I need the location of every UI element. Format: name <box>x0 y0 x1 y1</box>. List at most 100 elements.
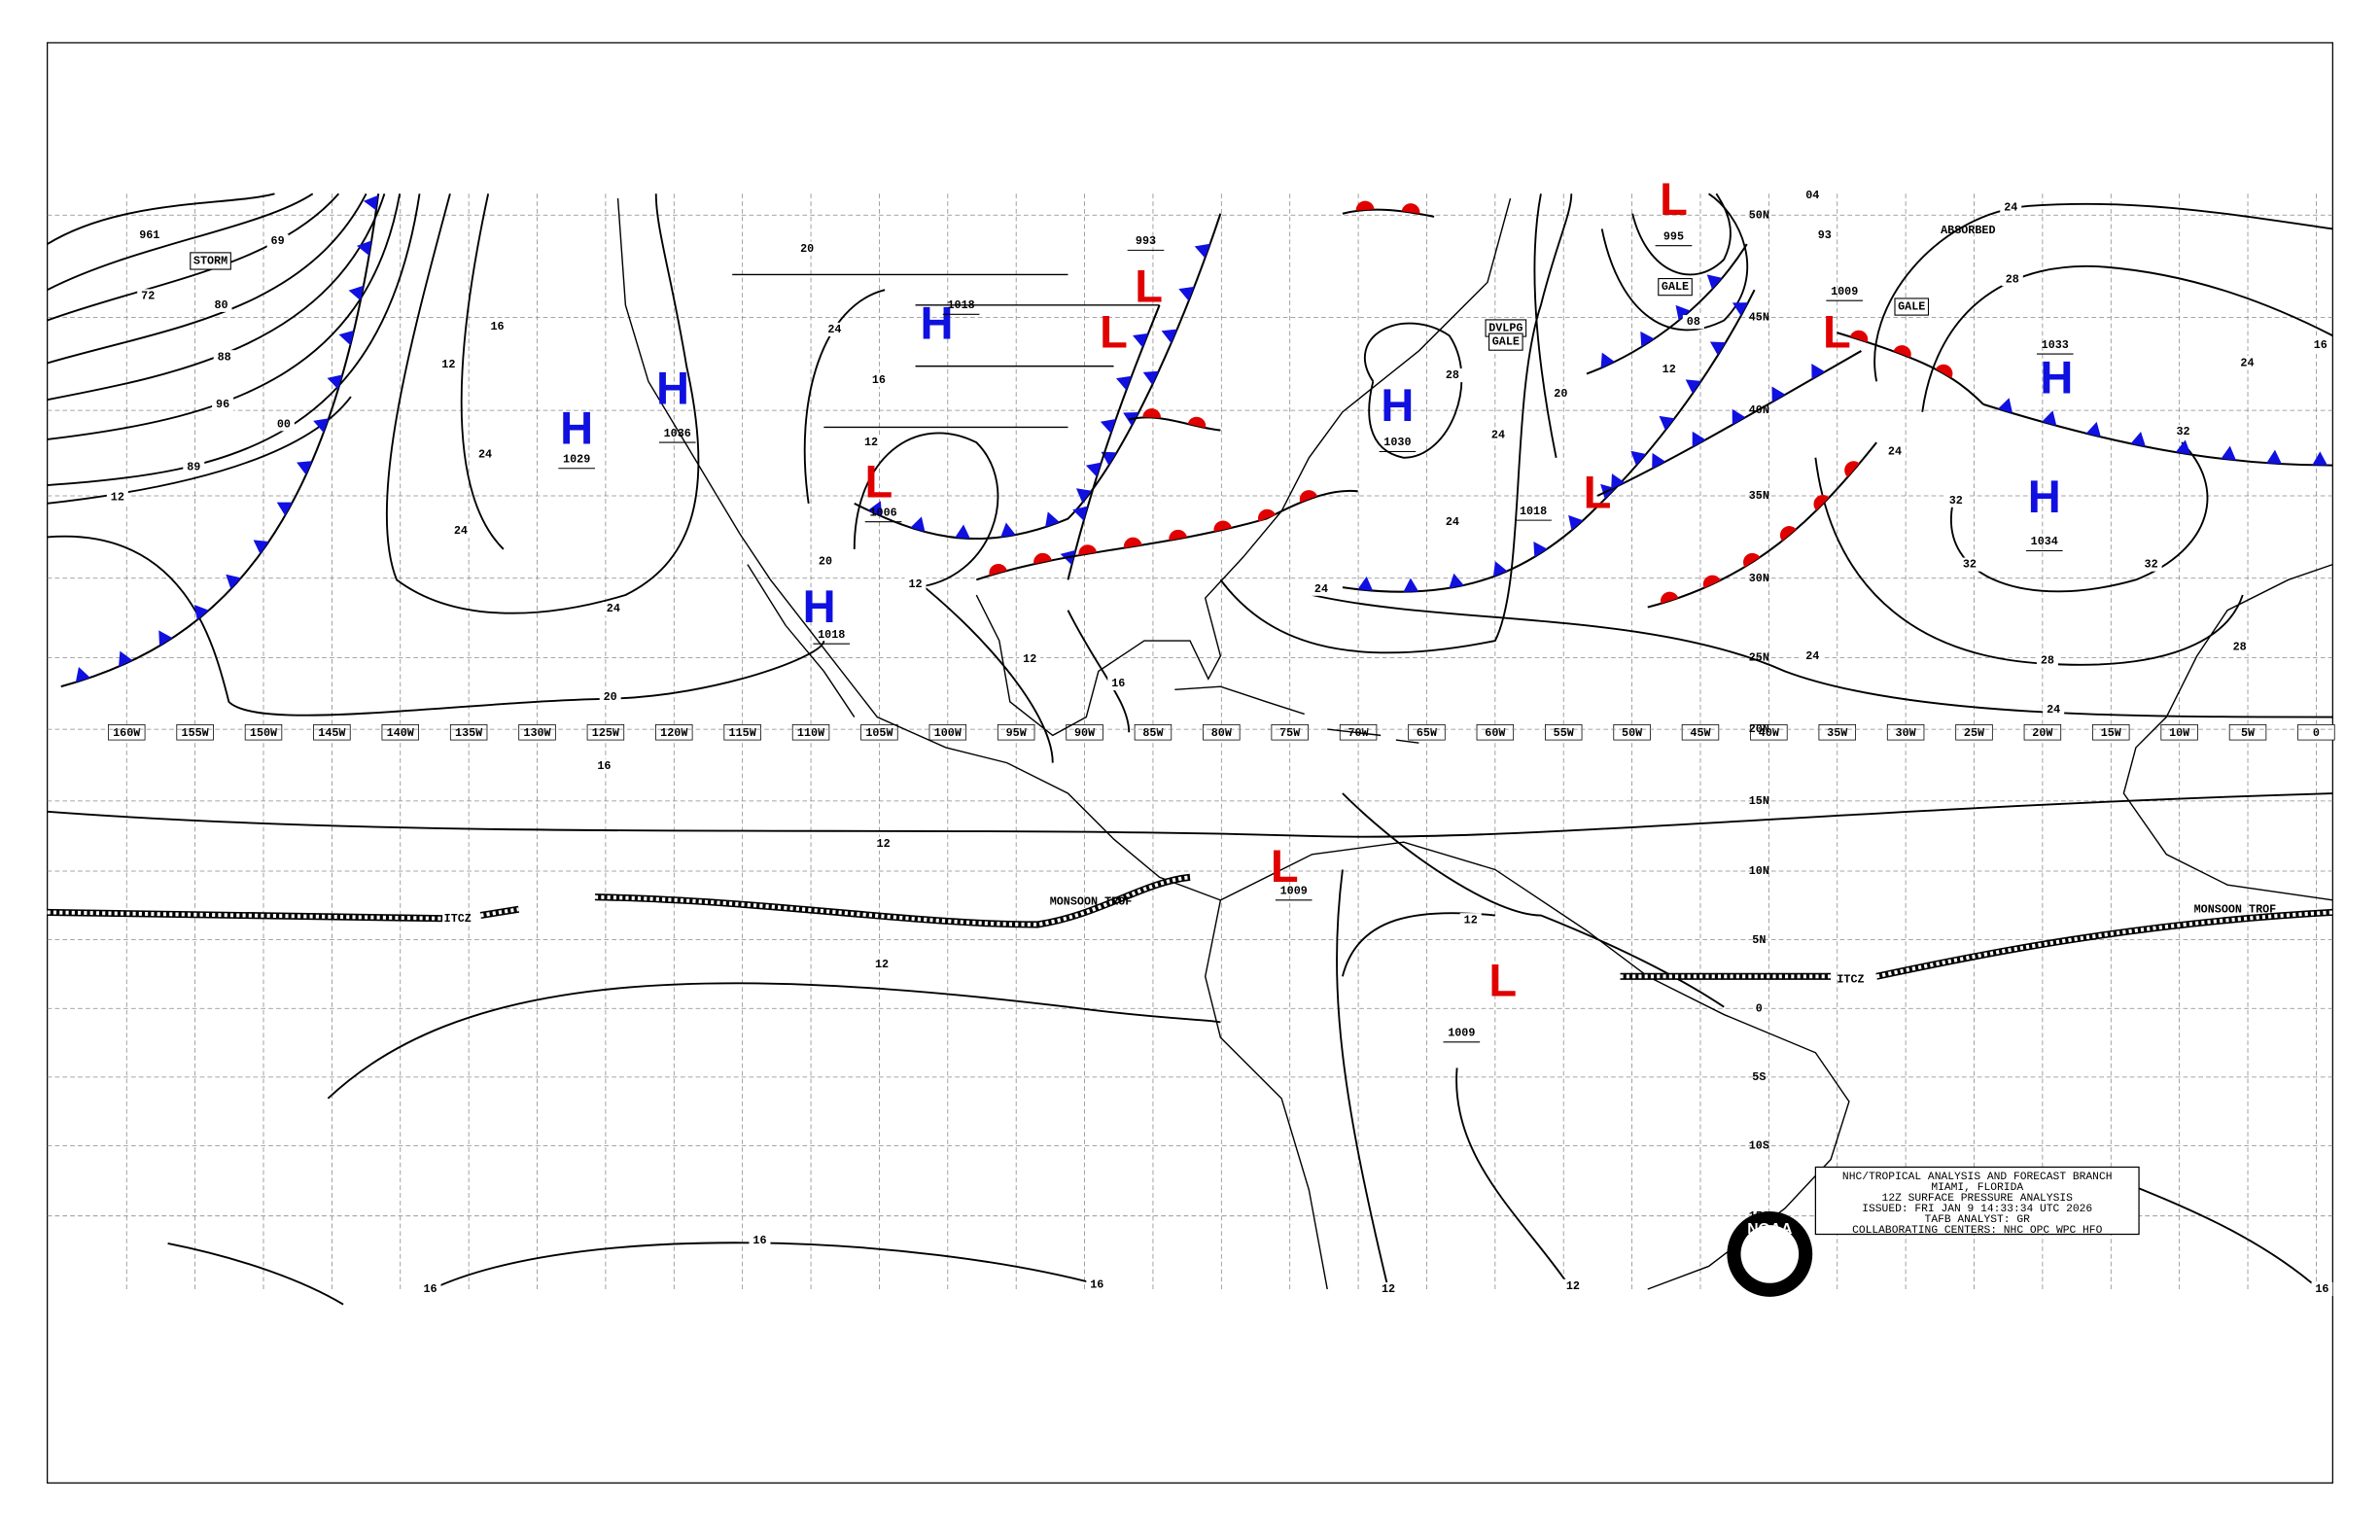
isobar-label: 93 <box>1818 228 1832 242</box>
isobar-label: 32 <box>1949 494 1963 508</box>
lon-label-box <box>1613 724 1651 741</box>
isobar-label-bg <box>1802 188 1824 202</box>
cold-front-symbol <box>363 194 378 211</box>
isobar <box>1364 322 1463 459</box>
lon-label: 145W <box>318 726 346 740</box>
cold-front-symbol <box>1652 452 1666 470</box>
lon-label-box <box>1818 724 1856 741</box>
info-line: TAFB ANALYST: GR <box>1925 1214 2031 1226</box>
isobar-label: 16 <box>752 1234 766 1247</box>
pressure-center-symbol: L <box>1584 466 1612 517</box>
isobar-label: 69 <box>271 234 285 248</box>
isobar-label-bg <box>486 319 508 333</box>
lon-label: 95W <box>1006 726 1028 740</box>
isobar <box>1950 441 2209 593</box>
lat-label: 30N <box>1749 572 1769 585</box>
isobar-label-bg <box>2236 356 2258 370</box>
isobar-label: 32 <box>1963 558 1977 572</box>
cold-front-symbol <box>1640 331 1655 347</box>
feature-label: STORM <box>193 254 228 267</box>
isobar-label-bg <box>1378 1281 1399 1297</box>
isobar-label-bg <box>1550 386 1572 401</box>
warm-front-symbol <box>1702 575 1721 588</box>
warm-front-symbol <box>1660 591 1679 604</box>
isobar-label-bg <box>1441 514 1463 529</box>
isobar-label: 16 <box>491 320 505 333</box>
isobar-label: 12 <box>864 436 878 449</box>
isobar-label: 16 <box>597 759 611 773</box>
info-line: COLLABORATING CENTERS: NHC OPC WPC HFO <box>1852 1225 2102 1237</box>
lon-label-box <box>381 724 419 741</box>
lon-label-box <box>2297 724 2335 741</box>
isobar <box>1533 193 1558 458</box>
pressure-center-symbol: H <box>656 363 689 414</box>
isobar <box>47 192 314 292</box>
feature-label: GALE <box>1898 300 1925 314</box>
feature-label: ITCZ <box>1837 973 1864 987</box>
isobar-label: 24 <box>1491 428 1505 441</box>
feature-label: GALE <box>1492 335 1520 349</box>
isobar-label: 28 <box>2006 272 2019 286</box>
cold-front-symbol <box>1630 450 1647 466</box>
feature-label: ABSORBED <box>1941 224 1995 237</box>
itcz-hatch <box>47 875 2333 979</box>
isobar <box>385 193 700 614</box>
cold-front-symbol <box>1732 302 1749 316</box>
feature-label: DVLPG <box>1488 322 1522 335</box>
warm-front-symbol <box>1401 203 1420 214</box>
warm-front-symbol <box>1849 330 1869 342</box>
lon-label: 15W <box>2101 726 2122 740</box>
pressure-center-symbol: L <box>1100 306 1128 358</box>
feature-label-box <box>1658 278 1693 297</box>
isobar <box>460 193 505 550</box>
cold-front-symbol <box>1685 379 1701 394</box>
warm-front <box>1128 416 1221 432</box>
cold-front-symbol <box>2042 410 2057 426</box>
lon-label: 110W <box>797 726 825 740</box>
cold-front-symbol <box>1709 341 1727 356</box>
feature-label: GALE <box>1662 280 1689 294</box>
lon-label-box <box>1203 724 1241 741</box>
lon-label-box <box>1681 724 1720 741</box>
isobar-label-bg <box>749 1233 771 1247</box>
isobar-label: 16 <box>2314 338 2328 352</box>
isobar-label: 16 <box>1090 1278 1103 1291</box>
warm-front-symbol <box>1142 408 1162 418</box>
feature-label: MONSOON TROF <box>1050 895 1133 909</box>
warm-front-symbol <box>1123 537 1142 548</box>
warm-front-symbol <box>1779 526 1797 542</box>
isobar-label: 00 <box>277 417 291 431</box>
lon-label: 130W <box>523 726 551 740</box>
lon-label: 85W <box>1142 726 1164 740</box>
isobar-label: 24 <box>1888 445 1902 459</box>
isobar-label: 89 <box>187 460 200 473</box>
grid: 160W 155W 150W 145W 140W 135W 130W 125W 120W 115W… <box>47 193 2335 1290</box>
isobar-label-bg <box>872 836 894 851</box>
isobar-label-bg <box>1884 444 1906 459</box>
lon-label: 75W <box>1279 726 1301 740</box>
lon-label-box <box>586 724 625 741</box>
cold-front-symbol <box>1533 541 1548 557</box>
cold-front-symbol <box>2221 445 2237 461</box>
warm-front-symbol <box>1078 544 1098 556</box>
cold-front-symbol <box>338 330 355 346</box>
cold-front-symbol <box>1492 561 1508 578</box>
cold-front-symbol <box>2130 432 2146 447</box>
isobar-label-bg <box>1944 493 1967 508</box>
isobar-label-bg <box>210 298 232 312</box>
lat-label: 15N <box>1749 794 1769 808</box>
isobar-label: 96 <box>216 398 229 411</box>
isobar-label-bg <box>796 241 819 256</box>
cold-front-symbol <box>1194 243 1210 259</box>
lon-label: 115W <box>729 726 757 740</box>
warm-front <box>1342 208 1435 218</box>
lon-label-box <box>1545 724 1583 741</box>
lon-label: 60W <box>1485 726 1506 740</box>
pressure-value: 1034 <box>2031 535 2058 548</box>
warm-front-symbol <box>1893 345 1911 358</box>
logo-text: NOAA <box>1747 1221 1792 1238</box>
lon-label: 10W <box>2169 726 2190 740</box>
pressure-center-symbol: H <box>803 580 836 632</box>
cold-front-symbol <box>75 667 90 682</box>
isobar <box>327 982 1221 1100</box>
